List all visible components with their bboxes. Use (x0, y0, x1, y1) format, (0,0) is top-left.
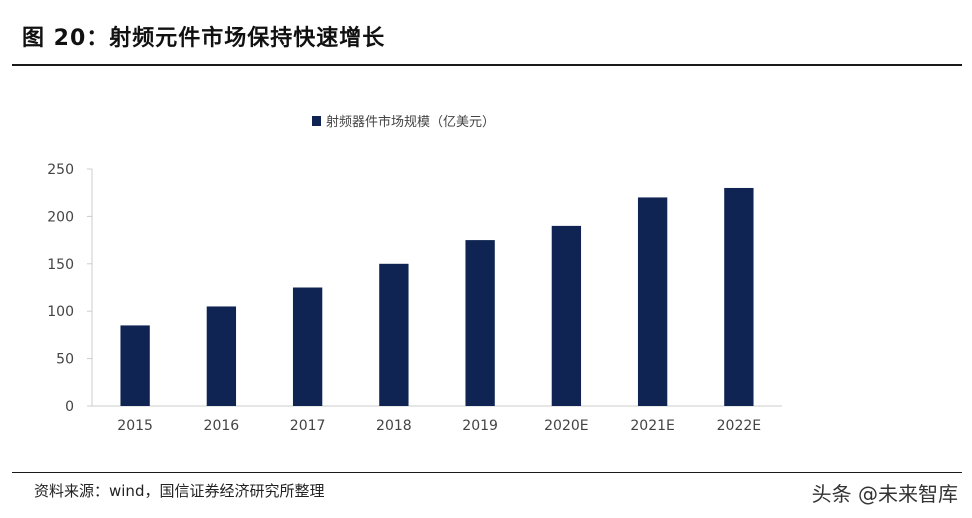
y-tick-label: 0 (65, 399, 74, 415)
bar (120, 325, 150, 406)
watermark: 头条 @未来智库 (811, 482, 958, 506)
bar (551, 225, 582, 406)
x-tick-label: 2019 (462, 418, 498, 434)
x-axis: 2015 2016 2017 2018 2019 2020E 2021E 2022E (92, 405, 782, 434)
bar (724, 187, 754, 406)
legend-swatch (312, 116, 321, 126)
x-tick-label: 2022E (717, 418, 761, 434)
y-tick-label: 150 (47, 257, 74, 273)
bar (465, 240, 495, 406)
y-axis: 0 50 100 150 200 250 (47, 162, 93, 415)
y-tick-label: 250 (47, 162, 74, 178)
x-tick-label: 2018 (376, 418, 412, 434)
top-rule (12, 64, 962, 66)
y-tick-label: 200 (47, 209, 74, 225)
figure-title: 图 20：射频元件市场保持快速增长 (22, 26, 386, 51)
bar (637, 197, 668, 406)
y-tick-label: 100 (47, 304, 74, 320)
bottom-rule (12, 472, 962, 473)
source-note: 资料来源：wind，国信证券经济研究所整理 (34, 482, 325, 500)
bar (292, 287, 323, 406)
legend-label: 射频器件市场规模（亿美元） (326, 114, 495, 130)
x-tick-label: 2017 (290, 418, 326, 434)
bar (206, 306, 237, 406)
bars (120, 187, 754, 406)
x-tick-label: 2020E (544, 418, 588, 434)
x-tick-label: 2016 (204, 418, 240, 434)
y-tick-label: 50 (56, 352, 74, 368)
bar (379, 263, 409, 406)
x-tick-label: 2015 (117, 418, 153, 434)
x-tick-label: 2021E (630, 418, 674, 434)
chart-legend: 射频器件市场规模（亿美元） (312, 114, 495, 130)
